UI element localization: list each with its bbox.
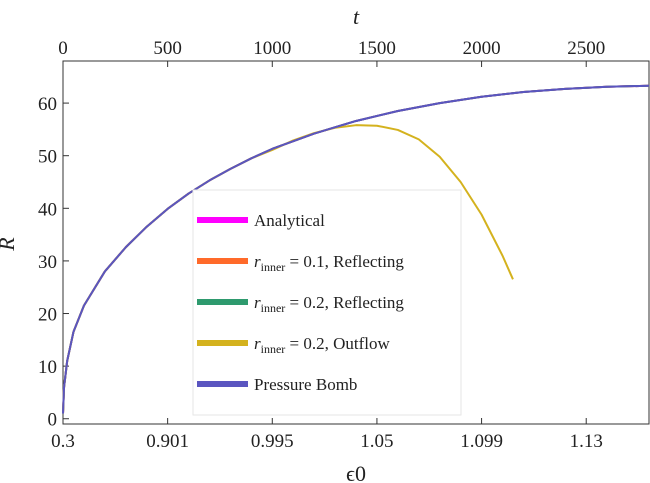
y-tick-label-0: 0 — [48, 410, 58, 431]
plot-frame — [62, 60, 650, 425]
legend-label-4: Pressure Bomb — [254, 375, 357, 394]
legend-label-3: rinner = 0.2, Outflow — [254, 334, 391, 356]
y-tick-label-5: 50 — [38, 147, 57, 168]
x-tick-label-2: 0.995 — [251, 431, 294, 452]
y-tick-label-4: 40 — [38, 199, 57, 220]
series-line-4 — [62, 84, 650, 414]
x-axis-title: ϵ0 — [346, 461, 366, 483]
x2-axis-title: t — [353, 4, 360, 29]
y-tick-label-3: 30 — [38, 252, 57, 273]
legend: Analytical rinner = 0.1, Reflecting rinner… — [192, 189, 462, 416]
x2-tick-label-4: 2000 — [463, 38, 501, 59]
x-tick-label-1: 0.901 — [146, 431, 189, 452]
x-tick-label-5: 1.13 — [570, 431, 603, 452]
tick-labels: 0.3 0.901 0.995 1.05 1.099 1.130 500 1000 1500 20… — [38, 38, 605, 452]
x2-tick-label-5: 2500 — [567, 38, 605, 59]
legend-label-2: rinner = 0.2, Reflecting — [254, 293, 404, 315]
legend-label-1: rinner = 0.1, Reflecting — [254, 252, 404, 274]
ticks — [62, 61, 587, 424]
y-tick-label-6: 60 — [38, 94, 57, 115]
x2-tick-label-3: 1500 — [358, 38, 396, 59]
x2-tick-label-1: 500 — [153, 38, 182, 59]
x2-tick-label-0: 0 — [58, 38, 68, 59]
x-tick-label-0: 0.3 — [51, 431, 75, 452]
x-tick-label-3: 1.05 — [360, 431, 393, 452]
y-tick-label-2: 20 — [38, 305, 57, 326]
series-lines — [62, 84, 650, 414]
x-tick-label-4: 1.099 — [460, 431, 503, 452]
y-tick-label-1: 10 — [38, 357, 57, 378]
x2-tick-label-2: 1000 — [253, 38, 291, 59]
legend-label-0: Analytical — [254, 211, 325, 230]
y-axis-title: R — [0, 237, 19, 252]
